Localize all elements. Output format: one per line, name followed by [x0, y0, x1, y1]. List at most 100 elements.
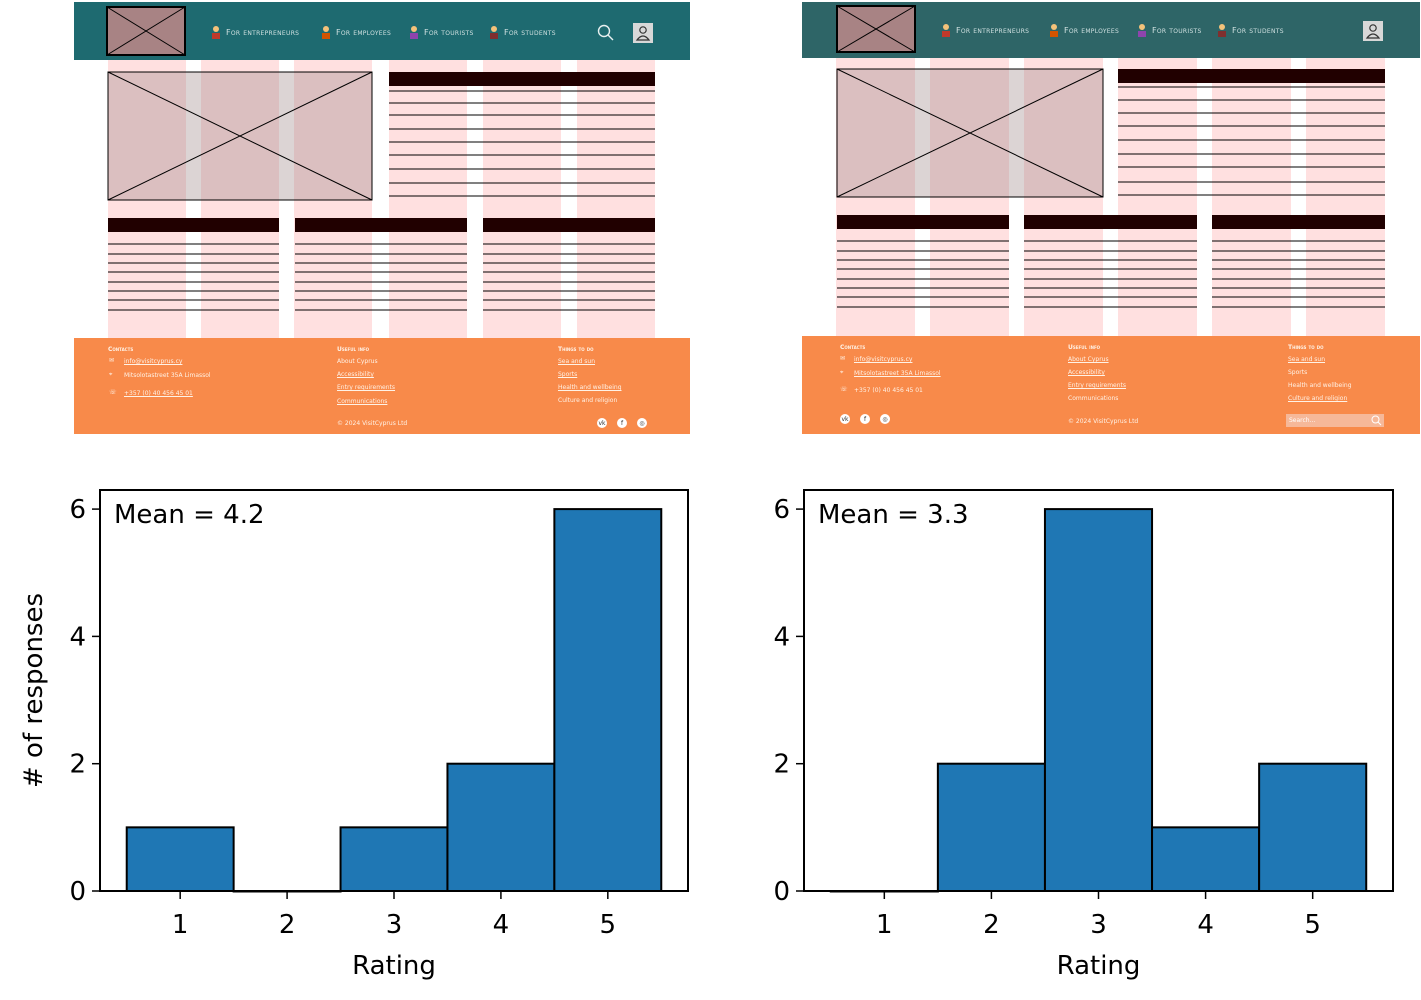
y-tick-label: 0: [773, 877, 790, 907]
y-tick-label: 2: [773, 750, 790, 780]
footer-todo-link[interactable]: Sea and sun: [558, 358, 596, 365]
footer-copyright: © 2024 VisitCyprus Ltd: [1068, 418, 1139, 425]
location-pin-icon: ⌖: [109, 371, 113, 378]
nav-employees[interactable]: For employees: [320, 22, 391, 42]
people-icon: [940, 23, 952, 37]
wireframe-right: For entrepreneurs For employees For tour…: [802, 2, 1420, 434]
tourist-icon: [408, 25, 420, 39]
wireframe-right-canvas: [836, 58, 1385, 340]
y-tick-label: 4: [69, 622, 86, 652]
nav-entrepreneurs[interactable]: For entrepreneurs: [210, 22, 299, 42]
bar: [1151, 826, 1261, 893]
footer-address: Mitsolotastreet 35A Limassol: [124, 372, 211, 379]
footer-phone[interactable]: +357 (0) 40 456 45 01: [124, 390, 193, 397]
footer-useful-link[interactable]: Communications: [1068, 395, 1119, 402]
nav-students[interactable]: For students: [488, 22, 556, 42]
nav-tourists[interactable]: For tourists: [1136, 20, 1202, 40]
search-icon[interactable]: [1371, 415, 1382, 426]
footer-todo-heading: Things to do: [558, 346, 594, 353]
footer-todo-link[interactable]: Health and wellbeing: [558, 384, 622, 391]
text-block-right: [389, 72, 655, 197]
footer-todo-link[interactable]: Culture and religion: [558, 397, 618, 404]
histogram-left: 0 2 4 6 1 2 3 4 5 Mean = 4.2 Rating # of responses: [19, 489, 689, 981]
footer-useful-link[interactable]: About Cyprus: [1068, 356, 1109, 363]
location-pin-icon: ⌖: [840, 369, 844, 376]
footer-search-input[interactable]: Search...: [1286, 414, 1384, 427]
tourist-icon: [1136, 23, 1148, 37]
wireframe-left: For entrepreneurs For employees For tour…: [74, 2, 690, 434]
footer-useful-link[interactable]: Accessibility: [1068, 369, 1105, 376]
footer-todo-link[interactable]: Sports: [1288, 369, 1308, 376]
footer-email[interactable]: info@visitcyprus.cy: [124, 358, 183, 365]
footer-email[interactable]: info@visitcyprus.cy: [854, 356, 913, 363]
site-footer: Contacts info@visitcyprus.cy Mitsolotast…: [74, 338, 690, 434]
site-header: For entrepreneurs For employees For tour…: [802, 2, 1420, 58]
user-icon[interactable]: [1363, 21, 1383, 41]
facebook-icon[interactable]: f: [617, 418, 627, 428]
instagram-icon[interactable]: ◎: [637, 418, 647, 428]
people-icon: [210, 25, 222, 39]
vk-icon[interactable]: vk: [597, 418, 607, 428]
student-icon: [1216, 23, 1228, 37]
footer-useful-link[interactable]: About Cyprus: [337, 358, 378, 365]
y-tick-label: 0: [69, 877, 86, 907]
x-tick-label: 2: [279, 910, 296, 940]
x-axis-label: Rating: [352, 951, 436, 981]
footer-useful-link[interactable]: Accessibility: [337, 371, 374, 378]
footer-useful-link[interactable]: Communications: [337, 398, 388, 405]
x-tick-label: 1: [172, 910, 189, 940]
bar: [936, 762, 1046, 893]
text-block-right: [1118, 69, 1385, 196]
footer-todo-link[interactable]: Sports: [558, 371, 578, 378]
mail-icon: ✉: [840, 355, 846, 362]
bar: [446, 762, 556, 893]
x-tick-label: 3: [386, 910, 403, 940]
histogram-right: 0 2 4 6 1 2 3 4 5 Mean = 3.3 Rating: [773, 489, 1394, 981]
phone-icon: ☏: [840, 386, 848, 393]
x-tick-label: 4: [493, 910, 510, 940]
footer-todo-link[interactable]: Health and wellbeing: [1288, 382, 1352, 389]
y-tick-label: 4: [773, 622, 790, 652]
nav-employees[interactable]: For employees: [1048, 20, 1119, 40]
bar: [125, 826, 235, 893]
footer-todo-link[interactable]: Culture and religion: [1288, 395, 1348, 402]
footer-contacts-heading: Contacts: [840, 344, 866, 351]
x-tick-label: 1: [876, 910, 893, 940]
logo-placeholder[interactable]: [106, 6, 186, 56]
site-header: For entrepreneurs For employees For tour…: [74, 2, 690, 60]
hero-image-placeholder: [107, 71, 373, 201]
y-tick-label: 2: [69, 750, 86, 780]
nav-tourists[interactable]: For tourists: [408, 22, 474, 42]
logo-placeholder[interactable]: [836, 5, 916, 53]
footer-contacts-heading: Contacts: [108, 346, 134, 353]
student-icon: [488, 25, 500, 39]
nav-entrepreneurs[interactable]: For entrepreneurs: [940, 20, 1029, 40]
footer-address[interactable]: Mitsolotastreet 35A Limassol: [854, 370, 941, 377]
bar: [1258, 762, 1368, 893]
footer-useful-heading: Useful info: [337, 346, 370, 353]
x-axis-label: Rating: [1057, 951, 1141, 981]
footer-phone[interactable]: +357 (0) 40 456 45 01: [854, 387, 923, 394]
x-tick-label: 3: [1090, 910, 1107, 940]
footer-useful-heading: Useful info: [1068, 344, 1101, 351]
y-tick-label: 6: [69, 495, 86, 525]
text-block-row: [108, 218, 655, 311]
x-tick-label: 4: [1197, 910, 1214, 940]
x-tick-label: 2: [983, 910, 1000, 940]
worker-icon: [1048, 23, 1060, 37]
footer-useful-link[interactable]: Entry requirements: [1068, 382, 1127, 389]
bar: [339, 826, 449, 893]
footer-copyright: © 2024 VisitCyprus Ltd: [337, 420, 408, 427]
instagram-icon[interactable]: ◎: [880, 414, 890, 424]
site-footer: Contacts info@visitcyprus.cy Mitsolotast…: [802, 336, 1420, 434]
vk-icon[interactable]: vk: [840, 414, 850, 424]
hero-image-placeholder: [836, 68, 1104, 198]
worker-icon: [320, 25, 332, 39]
search-icon[interactable]: [597, 24, 615, 42]
user-icon[interactable]: [633, 23, 653, 43]
footer-useful-link[interactable]: Entry requirements: [337, 384, 396, 391]
nav-students[interactable]: For students: [1216, 20, 1284, 40]
facebook-icon[interactable]: f: [860, 414, 870, 424]
y-axis-label: # of responses: [19, 593, 49, 788]
footer-todo-link[interactable]: Sea and sun: [1288, 356, 1326, 363]
